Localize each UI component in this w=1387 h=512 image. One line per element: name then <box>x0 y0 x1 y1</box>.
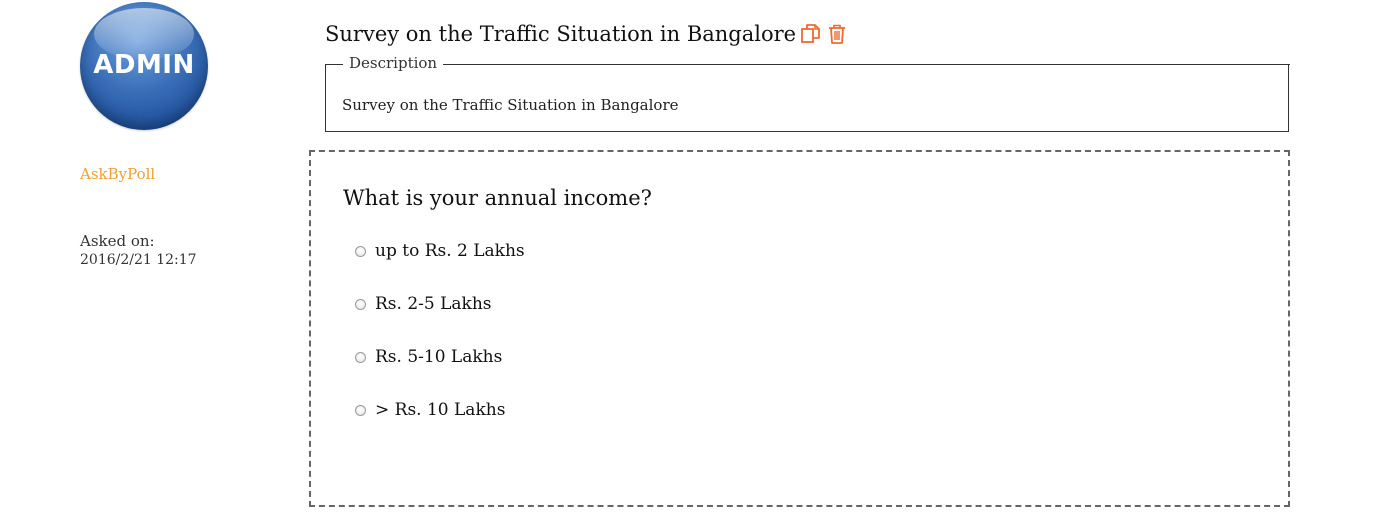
survey-title: Survey on the Traffic Situation in Banga… <box>325 22 797 46</box>
answer-option[interactable]: up to Rs. 2 Lakhs <box>355 241 525 261</box>
answer-radio[interactable] <box>355 351 366 363</box>
description-divider <box>325 64 1290 65</box>
description-text: Survey on the Traffic Situation in Banga… <box>342 96 679 114</box>
answer-label: Rs. 5-10 Lakhs <box>375 347 503 367</box>
username-link[interactable]: AskByPoll <box>80 165 156 183</box>
asked-on-label: Asked on: <box>80 232 155 250</box>
survey-title-row: Survey on the Traffic Situation in Banga… <box>325 20 848 48</box>
answer-label: > Rs. 10 Lakhs <box>375 400 506 420</box>
question-text: What is your annual income? <box>343 186 652 210</box>
trash-icon[interactable] <box>826 23 848 45</box>
answer-option[interactable]: Rs. 5-10 Lakhs <box>355 347 502 367</box>
answer-radio[interactable] <box>355 245 366 257</box>
asked-on-date: 2016/2/21 12:17 <box>80 252 197 268</box>
copy-icon[interactable] <box>800 23 822 45</box>
description-legend: Description <box>343 54 444 72</box>
avatar: ADMIN <box>80 2 208 130</box>
answer-radio[interactable] <box>355 298 366 310</box>
answer-label: up to Rs. 2 Lakhs <box>375 241 525 261</box>
description-box <box>325 64 1289 132</box>
question-box <box>309 150 1290 507</box>
answer-option[interactable]: > Rs. 10 Lakhs <box>355 400 505 420</box>
answer-label: Rs. 2-5 Lakhs <box>375 294 492 314</box>
answer-option[interactable]: Rs. 2-5 Lakhs <box>355 294 492 314</box>
avatar-label: ADMIN <box>93 50 195 80</box>
answer-radio[interactable] <box>355 404 366 416</box>
